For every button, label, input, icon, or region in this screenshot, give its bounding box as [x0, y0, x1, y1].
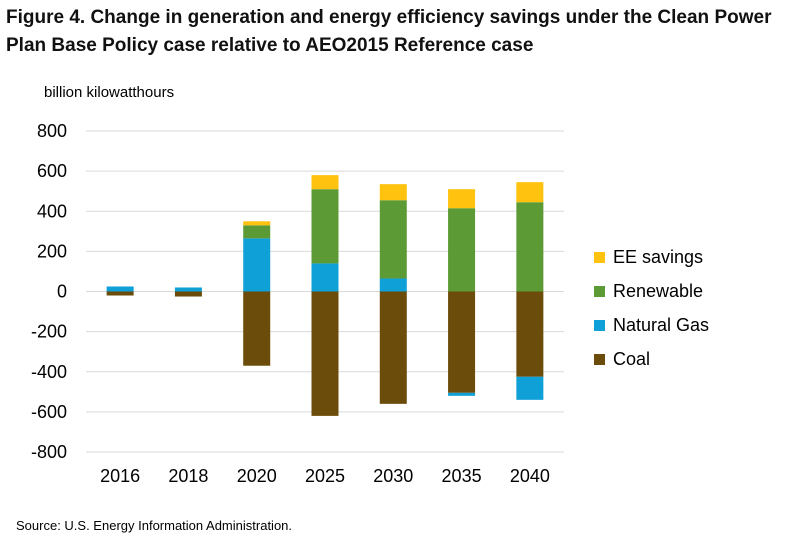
legend: EE savings Renewable Natural Gas Coal — [594, 240, 709, 376]
bar-segment-renewable — [516, 202, 544, 292]
bar-segment-natural-gas — [174, 287, 202, 292]
bar-segment-ee-savings — [516, 182, 544, 203]
legend-item-coal: Coal — [594, 342, 709, 376]
bar-segment-coal — [379, 291, 407, 404]
bar-segment-natural-gas — [379, 278, 407, 292]
bar-segment-coal — [174, 291, 202, 297]
legend-label: Renewable — [613, 280, 704, 301]
legend-swatch — [594, 251, 605, 263]
bar-segment-natural-gas — [106, 286, 134, 292]
legend-item-renewable: Renewable — [594, 274, 709, 308]
x-tick-label: 2035 — [442, 466, 482, 486]
legend-label: EE savings — [613, 246, 704, 267]
y-tick-label: 200 — [37, 241, 67, 261]
legend-label: Coal — [613, 348, 651, 369]
y-axis-unit-label: billion kilowatthours — [44, 84, 175, 101]
bar-segment-renewable — [379, 200, 407, 279]
y-tick-label: -800 — [31, 442, 67, 462]
x-tick-label: 2018 — [168, 466, 208, 486]
bar-segment-renewable — [448, 208, 476, 292]
y-tick-label: -200 — [31, 322, 67, 342]
bar-segment-ee-savings — [311, 175, 339, 190]
y-tick-label: 400 — [37, 201, 67, 221]
source-note: Source: U.S. Energy Information Administ… — [16, 518, 293, 533]
y-tick-label: 600 — [37, 161, 67, 181]
y-tick-label: 0 — [57, 282, 67, 302]
y-tick-label: -400 — [31, 362, 67, 382]
bar-segment-coal — [243, 291, 271, 366]
bar-segment-natural-gas — [516, 376, 544, 400]
bar-segment-ee-savings — [379, 184, 407, 201]
bar-segment-coal — [448, 291, 476, 393]
x-tick-label: 2040 — [510, 466, 550, 486]
bar-segment-natural-gas — [243, 238, 271, 292]
legend-swatch — [594, 319, 605, 331]
x-tick-label: 2025 — [305, 466, 345, 486]
bar-segment-renewable — [311, 189, 339, 264]
legend-item-natural-gas: Natural Gas — [594, 308, 709, 342]
chart-title: Figure 4. Change in generation and energ… — [6, 7, 772, 56]
legend-swatch — [594, 285, 605, 297]
bars — [106, 175, 544, 416]
x-tick-label: 2020 — [237, 466, 277, 486]
bar-segment-natural-gas — [311, 263, 339, 292]
y-tick-label: 800 — [37, 121, 67, 141]
bar-segment-ee-savings — [448, 189, 476, 209]
bar-segment-coal — [311, 291, 339, 416]
legend-swatch — [594, 353, 605, 365]
legend-label: Natural Gas — [613, 314, 710, 335]
x-tick-label: 2016 — [100, 466, 140, 486]
bar-segment-renewable — [243, 225, 271, 239]
x-axis-ticks: 2016 2018 2020 2025 2030 2035 2040 — [100, 466, 550, 486]
bar-segment-natural-gas — [448, 392, 476, 396]
x-tick-label: 2030 — [373, 466, 413, 486]
bar-segment-coal — [516, 291, 544, 377]
legend-item-ee-savings: EE savings — [594, 240, 709, 274]
bar-segment-coal — [106, 291, 134, 296]
bar-segment-ee-savings — [243, 221, 271, 226]
y-tick-label: -600 — [31, 402, 67, 422]
y-axis-ticks: 800 600 400 200 0 -200 -400 -600 -800 — [31, 121, 67, 462]
